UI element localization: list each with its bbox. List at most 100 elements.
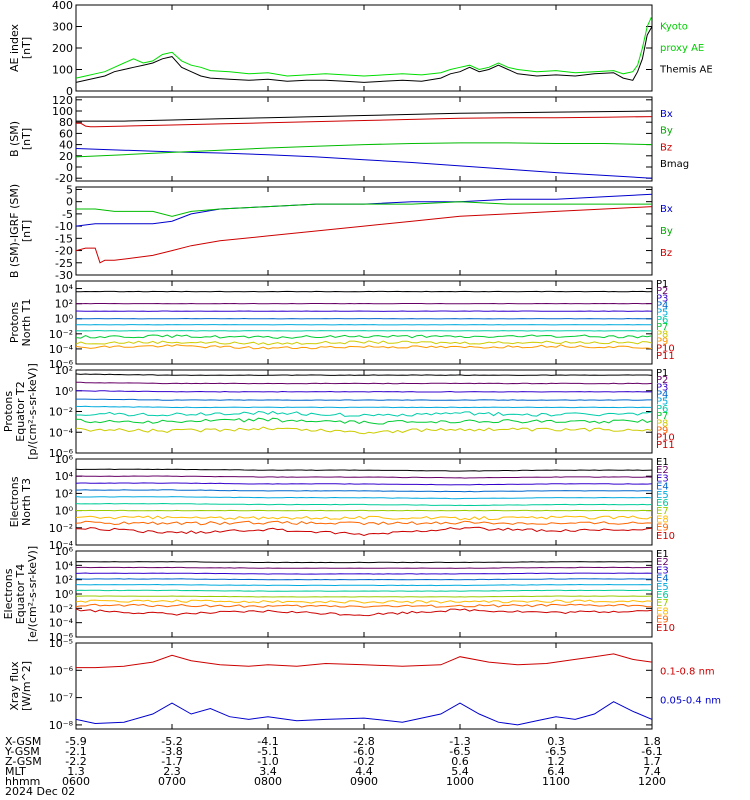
- y-tick-label: -25: [55, 257, 73, 270]
- series-line-e6: [76, 502, 652, 507]
- legend-entry: E8: [656, 606, 669, 617]
- y-tick-label: 10⁻⁶: [49, 664, 74, 677]
- ephemeris-table: X-GSM -5.9 -5.2 -4.1 -2.8 -1.3 0.3 1.8 Y-GSM -2.1…: [4, 735, 666, 798]
- y-tick-label: 10⁻²: [49, 602, 73, 615]
- legend-entry: Bmag: [660, 159, 689, 170]
- y-tick-label: 400: [52, 0, 73, 12]
- legend-entry: P3: [656, 293, 668, 304]
- legend-entry: E10: [656, 623, 675, 634]
- legend-entry: E4: [656, 574, 669, 585]
- y-tick-label: -30: [55, 269, 73, 282]
- y-tick-label: 60: [59, 127, 73, 140]
- ephemeris-value: 1200: [638, 775, 666, 788]
- series-line-e8: [76, 515, 652, 521]
- y-axis-label-line: Protons: [8, 302, 21, 343]
- legend-entry: E7: [656, 506, 669, 517]
- ephemeris-value: 1.3: [67, 765, 85, 778]
- legend-entry: E5: [656, 490, 669, 501]
- series-line-p2: [76, 381, 652, 385]
- legend-entry: E2: [656, 465, 669, 476]
- series-line-bx: [76, 193, 652, 227]
- legend-entry: P8: [656, 329, 668, 340]
- series-line-e4: [76, 578, 652, 581]
- legend-entry: E9: [656, 523, 669, 534]
- ephemeris-row-label: X-GSM: [5, 735, 41, 748]
- ephemeris-value: 1100: [542, 775, 570, 788]
- ephemeris-value: 0900: [350, 775, 378, 788]
- series-line-e6: [76, 589, 652, 592]
- y-tick-label: 0: [66, 196, 73, 209]
- series-line-p6: [76, 410, 652, 417]
- series-line-by: [76, 201, 652, 217]
- y-tick-label: 10⁻⁶: [49, 358, 74, 371]
- y-tick-label: 10⁻⁴: [49, 343, 74, 356]
- series-line-e7: [76, 595, 652, 598]
- legend-entry: P1: [656, 279, 668, 290]
- ephemeris-value: 1.7: [643, 755, 661, 768]
- legend-entry: E1: [656, 549, 669, 560]
- series-group: [76, 193, 652, 264]
- panel-frame: [75, 4, 653, 92]
- ephemeris-value: -6.5: [545, 745, 566, 758]
- legend: 0.1-0.8 nm 0.05-0.4 nm: [660, 667, 721, 707]
- ephemeris-value: -5.9: [65, 735, 86, 748]
- legend-entry: By: [660, 226, 673, 237]
- series-line-e9: [76, 520, 652, 526]
- y-tick-label: 10⁻⁴: [49, 426, 74, 439]
- y-tick-label: 10⁻⁸: [49, 719, 74, 732]
- y-axis-label-line: Equator T4: [14, 564, 27, 624]
- series-line-bz: [76, 116, 652, 128]
- y-tick-label: 10⁻⁵: [49, 637, 73, 650]
- y-tick-label: 20: [59, 150, 73, 163]
- ephemeris-value: -5.2: [161, 735, 182, 748]
- y-tick-label: 10⁻²: [49, 328, 73, 341]
- y-tick-label: 200: [52, 42, 73, 55]
- ephemeris-value: -6.5: [449, 745, 470, 758]
- legend-entry: E3: [656, 473, 669, 484]
- legend-entry: Bz: [660, 142, 672, 153]
- y-axis-label: Protons Equator T2 [p/(cm²-s-sr-keV)]: [2, 363, 39, 460]
- legend-entry: Bx: [660, 204, 673, 215]
- legend-entry: P5: [656, 308, 668, 319]
- ephemeris-value: 0800: [254, 775, 282, 788]
- legend: Bx By Bz Bmag: [660, 109, 689, 170]
- ephemeris-value: -1.0: [257, 755, 278, 768]
- y-tick-label: 10⁻⁴: [49, 617, 74, 630]
- y-axis-label: Xray flux [W/m^2]: [8, 661, 33, 711]
- ephemeris-row-label: MLT: [5, 765, 26, 778]
- y-axis-label-line: [nT]: [20, 37, 33, 59]
- y-tick-label: 10⁻²: [49, 522, 73, 535]
- series-line-e2: [76, 566, 652, 569]
- ephemeris-value: -2.8: [353, 735, 374, 748]
- y-tick-label: 10⁻⁶: [49, 447, 74, 460]
- y-axis-label-line: Electrons: [8, 476, 21, 527]
- series-line-themis-ae: [76, 26, 652, 83]
- y-axis-label-line: Xray flux: [8, 661, 21, 711]
- legend-entry: E2: [656, 557, 669, 568]
- legend-entry: 0.1-0.8 nm: [660, 667, 715, 678]
- series-group: [76, 561, 652, 617]
- legend-entry: P2: [656, 375, 668, 386]
- ephemeris-value: -3.8: [161, 745, 182, 758]
- series-line-e8: [76, 599, 652, 604]
- legend-entry: P11: [656, 351, 675, 362]
- legend-entry: E8: [656, 514, 669, 525]
- panel-frame: [75, 369, 653, 454]
- y-tick-label: 100: [52, 105, 73, 118]
- legend-entry: P5: [656, 397, 668, 408]
- series-line-e3: [76, 482, 652, 486]
- series-line-e10: [76, 526, 652, 537]
- legend-entry: P7: [656, 411, 668, 422]
- series-line-e9: [76, 603, 652, 608]
- y-tick-label: 10²: [55, 487, 73, 500]
- y-axis-label-line: [e/(cm²-s-sr-keV)]: [26, 546, 39, 642]
- series-group: [76, 290, 652, 350]
- legend-entry: E1: [656, 457, 669, 468]
- ephemeris-value: -0.2: [353, 755, 374, 768]
- ephemeris-value: 3.4: [259, 765, 277, 778]
- series-line-e10: [76, 608, 652, 617]
- series-line-p4: [76, 398, 652, 401]
- series-line-e5: [76, 496, 652, 500]
